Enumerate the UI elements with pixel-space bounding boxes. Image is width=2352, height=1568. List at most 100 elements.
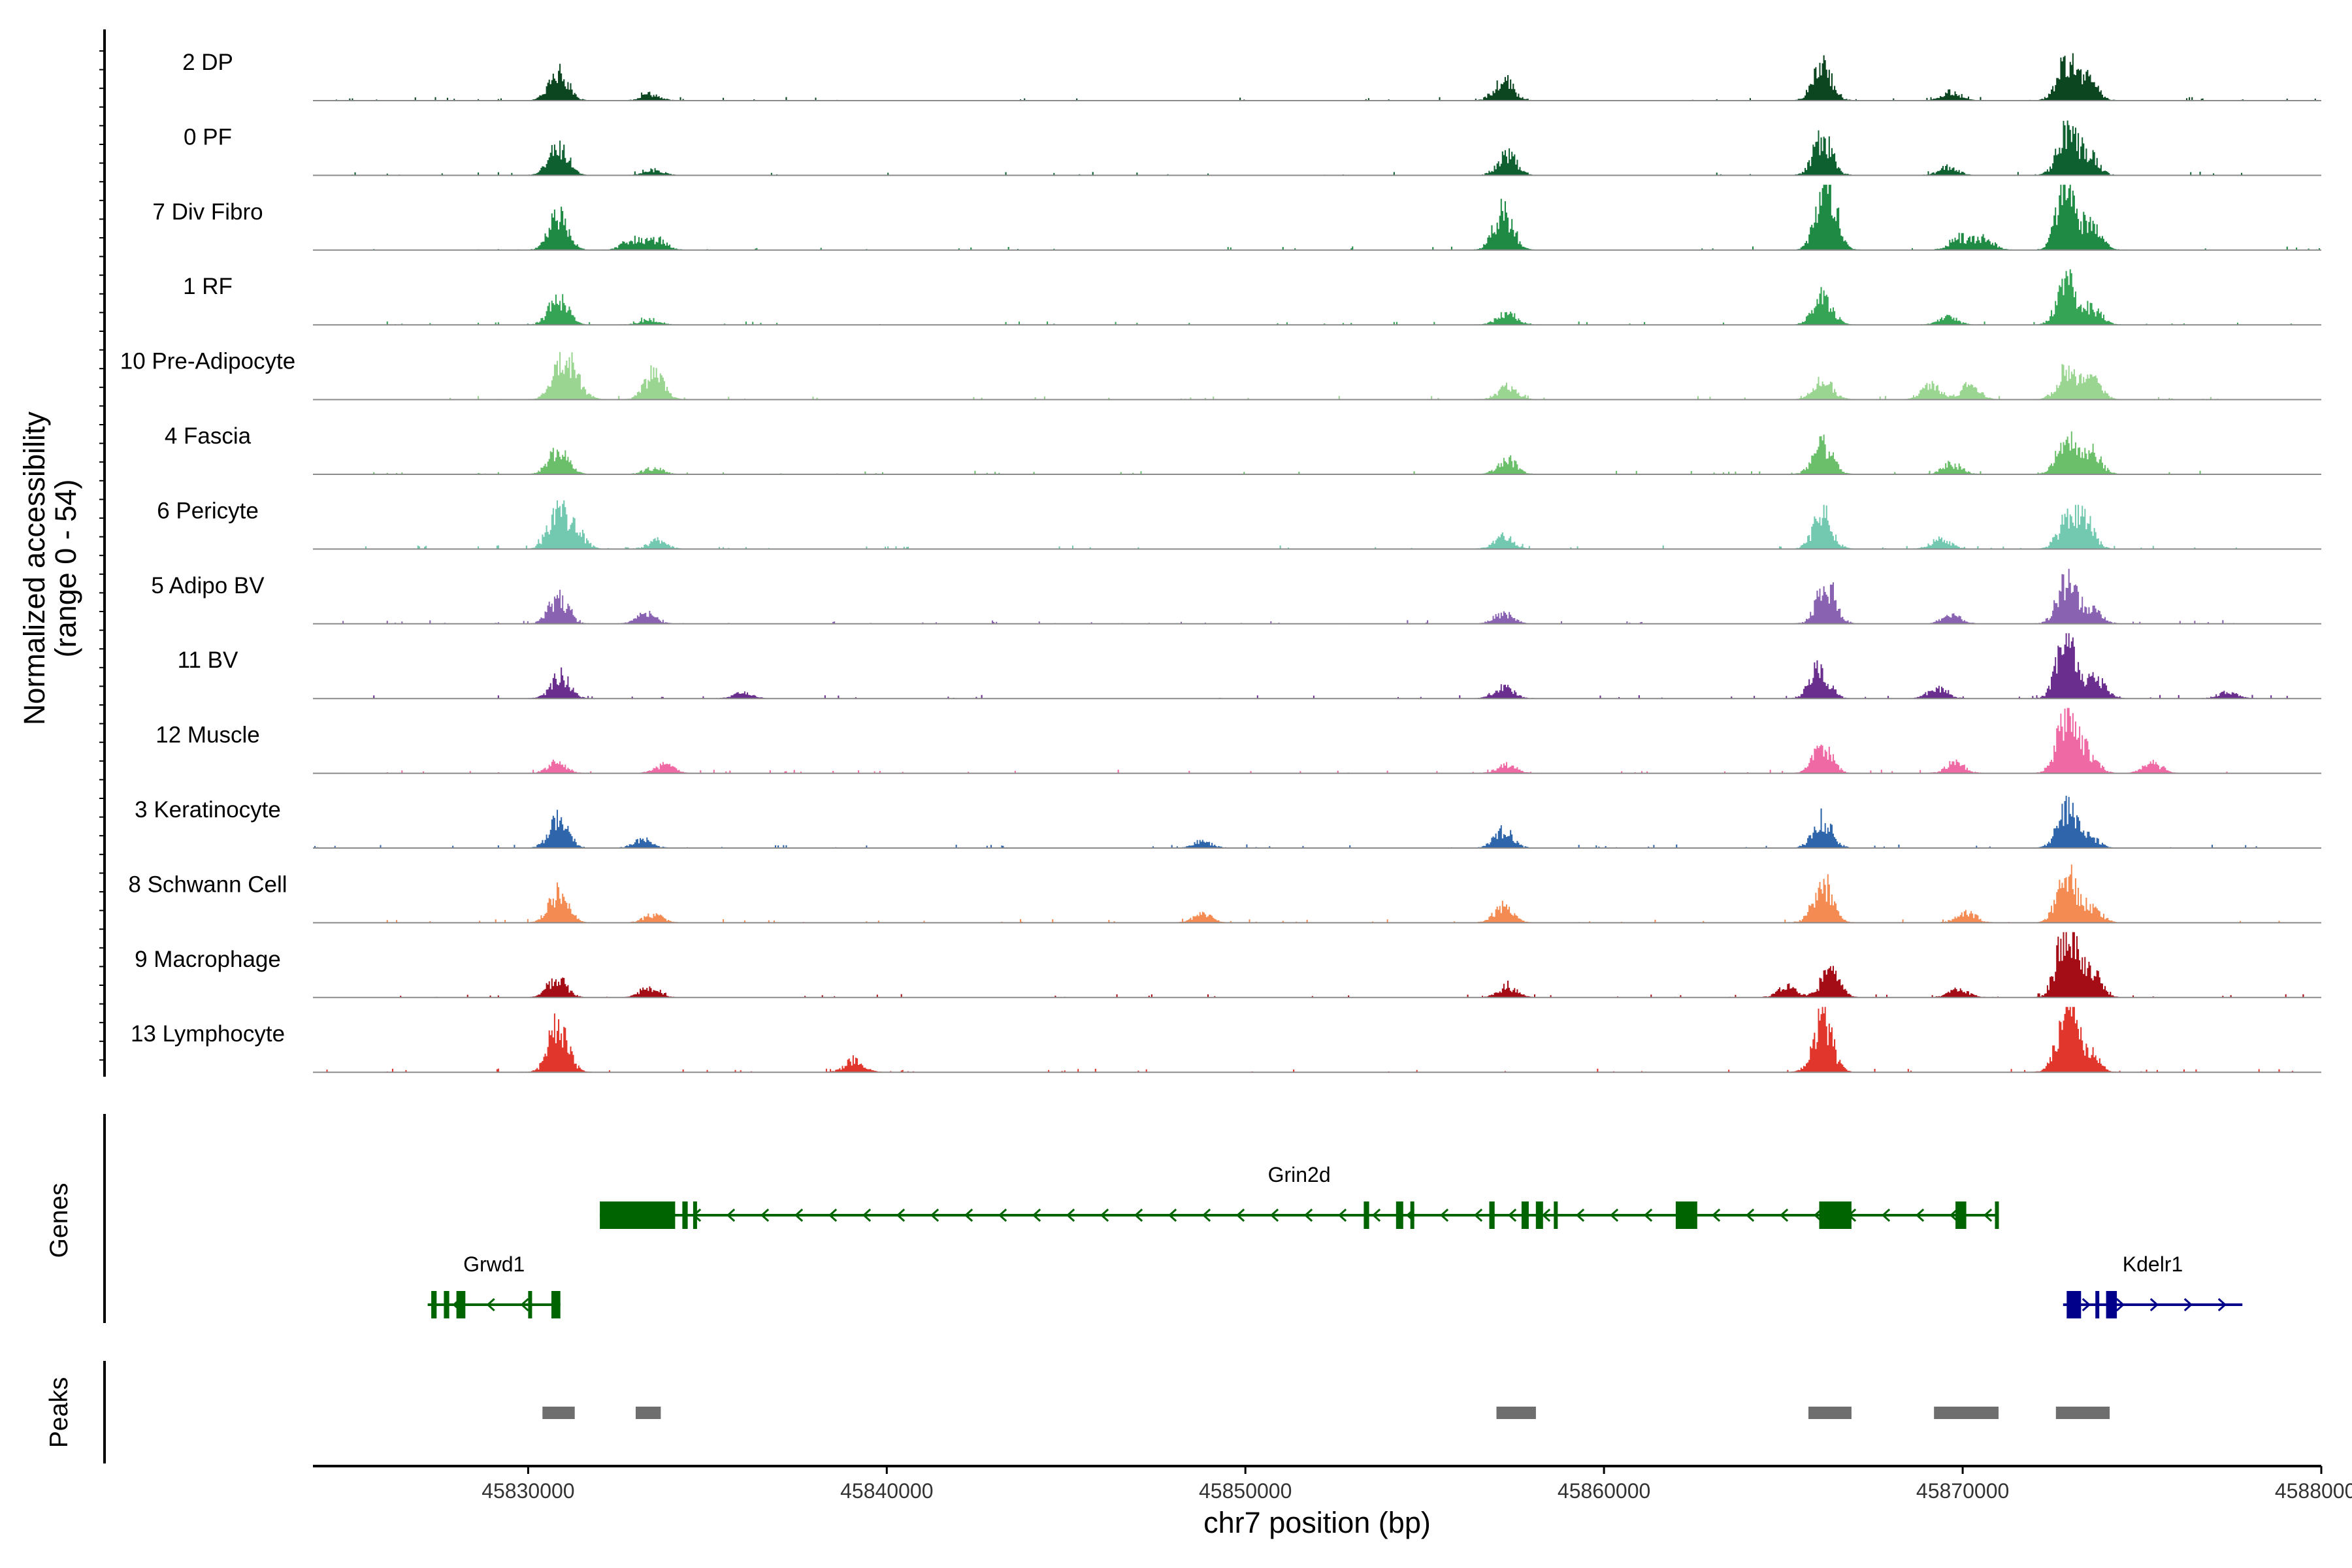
gene-exon xyxy=(1535,1201,1543,1229)
strand-arrow xyxy=(1032,1208,1041,1222)
gene-name: Grwd1 xyxy=(463,1252,525,1276)
x-axis-title: chr7 position (bp) xyxy=(1203,1506,1431,1539)
strand-arrow xyxy=(2183,1298,2193,1312)
strand-arrow xyxy=(1168,1208,1177,1222)
strand-arrow xyxy=(1269,1208,1279,1222)
coverage-signal xyxy=(313,184,2321,250)
x-tick-label: 45830000 xyxy=(482,1479,574,1503)
track-label: 3 Keratinocyte xyxy=(135,797,281,823)
peaks-panel xyxy=(542,1407,2110,1419)
track-1: 0 PF xyxy=(184,120,2321,176)
gene-exon xyxy=(551,1291,561,1318)
y-axis-title-line2: (range 0 - 54) xyxy=(49,480,82,658)
coverage-signal xyxy=(313,500,2321,549)
strand-arrow xyxy=(1507,1208,1517,1222)
gene-exon xyxy=(2095,1291,2100,1318)
x-tick-label: 45850000 xyxy=(1199,1479,1292,1503)
gene-kdelr1: Kdelr1 xyxy=(2063,1252,2243,1318)
coverage-signal xyxy=(313,53,2321,101)
track-6: 6 Pericyte xyxy=(157,498,2321,550)
track-9: 12 Muscle xyxy=(155,708,2321,774)
strand-arrow xyxy=(1541,1208,1551,1222)
track-7: 5 Adipo BV xyxy=(151,568,2321,625)
track-label: 10 Pre-Adipocyte xyxy=(120,349,295,374)
gene-grin2d: Grin2d xyxy=(600,1163,1999,1229)
gene-exon xyxy=(1819,1201,1852,1229)
x-tick-label: 45880000 xyxy=(2275,1479,2352,1503)
strand-arrow xyxy=(930,1208,939,1222)
gene-exon xyxy=(456,1291,466,1318)
track-8: 11 BV xyxy=(178,633,2321,700)
peak-region-1 xyxy=(636,1407,661,1419)
strand-arrow xyxy=(1643,1208,1653,1222)
peak-region-0 xyxy=(542,1407,575,1419)
strand-arrow xyxy=(1066,1208,1075,1222)
strand-arrow xyxy=(2217,1298,2227,1312)
track-label: 4 Fascia xyxy=(165,423,252,449)
coverage-signal xyxy=(313,796,2321,848)
peak-region-3 xyxy=(1808,1407,1852,1419)
track-11: 8 Schwann Cell xyxy=(128,864,2321,924)
strand-arrow xyxy=(2115,1298,2125,1312)
strand-arrow xyxy=(486,1298,495,1312)
track-label: 13 Lymphocyte xyxy=(131,1021,285,1047)
strand-arrow xyxy=(896,1208,906,1222)
peak-region-5 xyxy=(2055,1407,2110,1419)
strand-arrow xyxy=(2149,1298,2159,1312)
strand-arrow xyxy=(998,1208,1007,1222)
gene-exon xyxy=(1955,1201,1967,1229)
track-4: 10 Pre-Adipocyte xyxy=(120,349,2321,400)
coverage-signal xyxy=(313,708,2321,774)
strand-arrow xyxy=(1881,1208,1891,1222)
gene-grwd1: Grwd1 xyxy=(427,1252,561,1318)
strand-arrow xyxy=(1473,1208,1483,1222)
coverage-signal xyxy=(313,269,2321,325)
strand-arrow xyxy=(1439,1208,1449,1222)
strand-arrow xyxy=(1745,1208,1755,1222)
gene-exon xyxy=(600,1201,676,1229)
strand-arrow xyxy=(1100,1208,1109,1222)
track-label: 6 Pericyte xyxy=(157,498,259,523)
gene-exon xyxy=(1521,1201,1529,1229)
gene-exon xyxy=(693,1201,697,1229)
strand-arrow xyxy=(1134,1208,1143,1222)
strand-arrow xyxy=(1609,1208,1619,1222)
track-12: 9 Macrophage xyxy=(135,932,2321,998)
coverage-signal xyxy=(313,120,2321,176)
strand-arrow xyxy=(1779,1208,1789,1222)
x-tick-label: 45870000 xyxy=(1916,1479,2009,1503)
track-label: 1 RF xyxy=(183,274,233,299)
strand-arrow xyxy=(1949,1208,1959,1222)
gene-name: Kdelr1 xyxy=(2123,1252,2183,1276)
track-10: 3 Keratinocyte xyxy=(135,796,2321,849)
coverage-signal xyxy=(313,633,2321,699)
peaks-panel-label: Peaks xyxy=(45,1377,73,1448)
strand-arrow xyxy=(1201,1208,1211,1222)
strand-arrow xyxy=(1303,1208,1313,1222)
track-2: 7 Div Fibro xyxy=(152,184,2321,251)
strand-arrow xyxy=(828,1208,838,1222)
coverage-signal xyxy=(313,932,2321,998)
coverage-signal xyxy=(313,568,2321,624)
track-label: 11 BV xyxy=(178,647,238,673)
strand-arrow xyxy=(1337,1208,1347,1222)
strand-arrow xyxy=(964,1208,973,1222)
strand-arrow xyxy=(1983,1208,1993,1222)
peak-region-2 xyxy=(1496,1407,1536,1419)
strand-arrow xyxy=(760,1208,770,1222)
gene-exon xyxy=(1364,1201,1369,1229)
strand-arrow xyxy=(1575,1208,1585,1222)
gene-exon xyxy=(1675,1201,1697,1229)
strand-arrow xyxy=(794,1208,804,1222)
gene-exon xyxy=(2066,1291,2082,1318)
track-label: 9 Macrophage xyxy=(135,947,281,972)
track-label: 7 Div Fibro xyxy=(152,199,263,225)
gene-exon xyxy=(444,1291,449,1318)
y-axis-title-line1: Normalized accessibility xyxy=(18,411,51,725)
peak-region-4 xyxy=(1934,1407,1999,1419)
strand-arrow xyxy=(726,1208,736,1222)
x-tick-label: 45860000 xyxy=(1558,1479,1650,1503)
coverage-signal xyxy=(313,351,2321,400)
track-13: 13 Lymphocyte xyxy=(131,1007,2321,1073)
